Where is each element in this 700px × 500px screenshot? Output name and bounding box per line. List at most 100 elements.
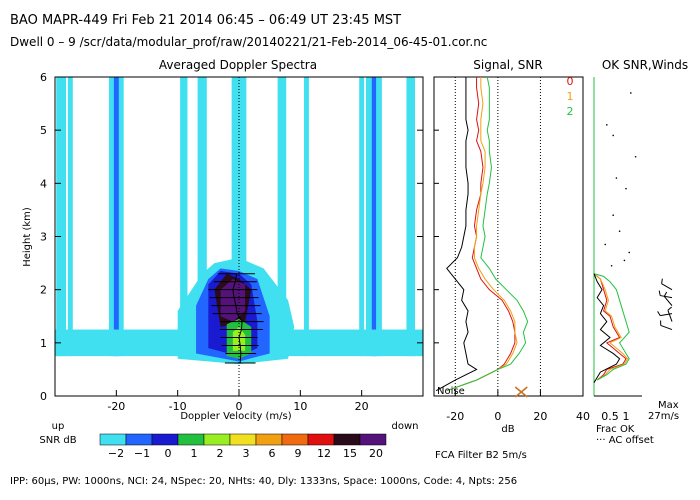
colorbar-tick-label: 2 xyxy=(217,447,224,460)
moment-velocity-line xyxy=(233,297,237,306)
y-tick-label: 0 xyxy=(40,390,47,403)
spectral-band xyxy=(67,77,73,357)
snr-xlabel: dB xyxy=(501,424,514,435)
ok-x-tick-label: 1 xyxy=(623,410,630,423)
moment-velocity-line xyxy=(234,273,238,282)
colorbar-tick-label: 1 xyxy=(191,447,198,460)
wind-barb-flag xyxy=(658,290,661,296)
ok-scatter-dot xyxy=(623,259,626,262)
ok-legend-label: 2 xyxy=(567,105,574,118)
cross-marker xyxy=(514,386,528,398)
colorbar-cell xyxy=(229,433,257,446)
wind-barb-shaft xyxy=(667,310,673,322)
spectra-plot-area xyxy=(55,77,423,396)
wind-barb-flag xyxy=(657,311,661,316)
moment-velocity-line xyxy=(239,345,242,354)
frac-ok-line-2 xyxy=(593,273,630,381)
spectral-band xyxy=(277,77,287,357)
snr-x-tick-label: 40 xyxy=(576,410,590,423)
frac-ok-label: Frac OK xyxy=(596,424,635,435)
snr-line-0 xyxy=(446,77,516,392)
wind-barb-flag xyxy=(661,278,663,284)
spectra-title: Averaged Doppler Spectra xyxy=(159,58,317,72)
wind-barb-shaft xyxy=(661,283,673,291)
colorbar-tick-label: 6 xyxy=(269,447,276,460)
signal-snr-panel: -20 0 20 40 xyxy=(433,76,590,423)
doppler-spectra-panel: 0 1 2 3 4 5 6 -20 -10 0 10 20 xyxy=(40,71,424,413)
y-tick-label: 4 xyxy=(40,177,47,190)
spectral-band xyxy=(304,77,309,357)
snr-title: Signal, SNR xyxy=(473,58,542,72)
snr-x-tick-label: -20 xyxy=(446,410,464,423)
colorbar-cell xyxy=(333,433,361,446)
colorbar-cell xyxy=(177,433,205,446)
x-tick-label: 20 xyxy=(355,400,369,413)
x-tick-label: 10 xyxy=(293,400,307,413)
snr-frame xyxy=(433,76,584,397)
snr-x-tick-label: 0 xyxy=(494,410,501,423)
colorbar-cell xyxy=(203,433,231,446)
colorbar-cell xyxy=(99,433,127,446)
ok-scatter-dot xyxy=(610,264,613,267)
snr-colorbar: −2 −1 0 1 2 3 6 9 12 15 20 xyxy=(99,433,387,460)
ok-scatter-dot xyxy=(630,92,632,94)
colorbar-tick-label: 15 xyxy=(343,447,357,460)
spectral-band xyxy=(371,77,377,357)
colorbar-tick-label: 9 xyxy=(295,447,302,460)
wind-barb-shaft xyxy=(663,296,673,306)
ok-x-tick-label: 0.5 xyxy=(601,410,619,423)
moment-velocity-line xyxy=(236,313,243,322)
spectral-band xyxy=(180,77,188,357)
colorbar-tick-label: 20 xyxy=(369,447,383,460)
spectral-band xyxy=(406,77,416,357)
colorbar-cell xyxy=(281,433,309,446)
spectra-ylabel: Height (km) xyxy=(22,207,33,267)
spectral-band xyxy=(359,77,365,357)
ok-scatter-dot xyxy=(625,187,627,190)
max-label: Max xyxy=(658,400,679,411)
spectral-band xyxy=(197,77,207,357)
spectral-band xyxy=(56,77,67,357)
noise-label: Noise xyxy=(437,386,465,397)
y-tick-label: 2 xyxy=(40,284,47,297)
y-tick-label: 5 xyxy=(40,124,47,137)
x-tick-label: -10 xyxy=(169,400,187,413)
ok-legend-label: 1 xyxy=(567,90,574,103)
colorbar-cell xyxy=(255,433,283,446)
wind-barb-flag xyxy=(663,291,668,297)
moment-velocity-line xyxy=(232,281,236,290)
frac-ok-line-1 xyxy=(593,273,629,381)
ok-scatter-dot xyxy=(612,134,614,137)
colorbar-tick-label: −1 xyxy=(134,447,150,460)
footer-params: IPP: 60µs, PW: 1000ns, NCI: 24, NSpec: 2… xyxy=(10,476,517,487)
header-line1: BAO MAPR-449 Fri Feb 21 2014 06:45 – 06:… xyxy=(10,13,401,28)
header-line2: Dwell 0 – 9 /scr/data/modular_prof/raw/2… xyxy=(10,35,487,49)
x-tick-label: -20 xyxy=(107,400,125,413)
snr-line-1 xyxy=(446,77,518,392)
spectral-band xyxy=(113,77,119,357)
frac-ok-line-noise xyxy=(593,273,621,383)
ok-scatter-dot xyxy=(606,124,608,126)
ok-scatter-dot xyxy=(612,214,614,217)
wind-barb-flag xyxy=(667,306,672,311)
colorbar-tick-label: 12 xyxy=(317,447,331,460)
colorbar-label: SNR dB xyxy=(39,435,76,446)
colorbar-tick-label: −2 xyxy=(108,447,124,460)
ok-scatter-dot xyxy=(618,230,621,232)
moment-velocity-line xyxy=(240,321,243,330)
moment-velocity-line xyxy=(238,329,242,338)
x-end-down: down xyxy=(392,421,419,432)
colorbar-cell xyxy=(359,433,387,446)
y-tick-label: 3 xyxy=(40,231,47,244)
x-end-up: up xyxy=(52,421,65,432)
frac-ok-line-0 xyxy=(593,273,627,381)
ac-offset-note: ··· AC offset xyxy=(596,435,654,446)
ok-scatter-dot xyxy=(604,243,606,246)
colorbar-tick-label: 0 xyxy=(165,447,172,460)
colorbar-cell xyxy=(151,433,179,446)
wind-barb-shaft xyxy=(660,324,673,331)
winds-title: OK SNR,Winds xyxy=(602,58,688,72)
snr-x-tick-label: 20 xyxy=(533,410,547,423)
colorbar-tick-label: 3 xyxy=(243,447,250,460)
